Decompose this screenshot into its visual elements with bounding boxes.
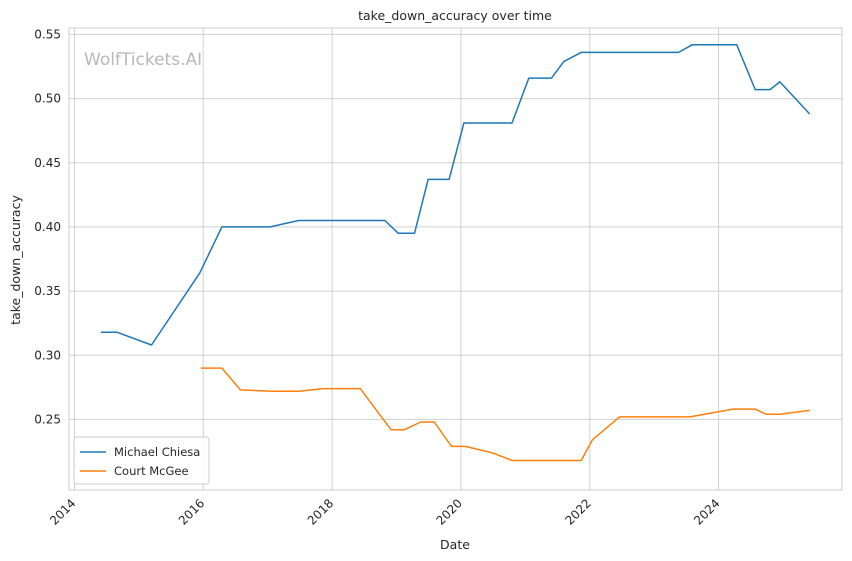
- plot-frame: [68, 27, 843, 491]
- legend-label: Michael Chiesa: [114, 445, 200, 459]
- x-tick-label: 2024: [691, 496, 722, 527]
- legend-label: Court McGee: [114, 464, 189, 478]
- y-tick-label: 0.30: [34, 348, 61, 362]
- watermark-text: WolfTickets.AI: [84, 50, 202, 70]
- y-tick-label: 0.25: [34, 412, 61, 426]
- x-tick-label: 2016: [176, 496, 207, 527]
- x-tick-label: 2022: [562, 496, 593, 527]
- legend-box: [73, 436, 210, 485]
- x-axis-label: Date: [440, 537, 470, 552]
- grid: [69, 28, 842, 490]
- y-axis-label: take_down_accuracy: [8, 195, 23, 325]
- y-tick-label: 0.50: [34, 92, 61, 106]
- x-tick-label: 2020: [434, 496, 465, 527]
- y-tick-label: 0.35: [34, 284, 61, 298]
- x-tick-label: 2014: [47, 496, 78, 527]
- chart-title: take_down_accuracy over time: [358, 8, 552, 23]
- legend: Michael Chiesa Court McGee: [73, 436, 210, 485]
- series-layer: [100, 43, 811, 462]
- y-tick-label: 0.40: [34, 220, 61, 234]
- series-line-michael-chiesa: [100, 43, 811, 346]
- series-line-court-mcgee: [200, 367, 810, 462]
- x-tick-label: 2018: [305, 496, 336, 527]
- y-tick-label: 0.55: [34, 27, 61, 41]
- y-tick-label: 0.45: [34, 156, 61, 170]
